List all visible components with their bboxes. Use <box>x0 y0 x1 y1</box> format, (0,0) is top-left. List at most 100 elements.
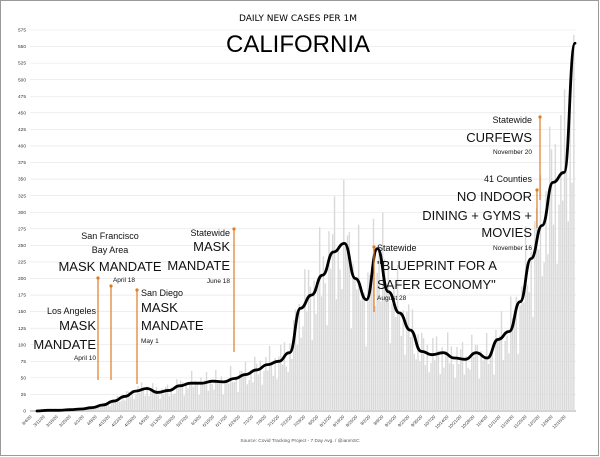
daily-bar <box>369 274 371 411</box>
daily-bar <box>524 226 527 411</box>
y-tick-label: 450 <box>18 110 26 116</box>
daily-bar <box>398 315 401 411</box>
daily-bar <box>244 361 247 411</box>
daily-bar <box>190 370 193 411</box>
daily-bar <box>530 251 532 411</box>
marker-dot-2 <box>109 284 113 288</box>
x-tick-label: 5/27/20 <box>175 414 189 428</box>
daily-bar <box>541 276 543 411</box>
daily-bar <box>313 280 315 411</box>
daily-bar <box>100 406 102 411</box>
daily-bar <box>478 378 480 411</box>
annotation-4-line-3: MANDATE <box>167 258 230 273</box>
daily-bar <box>567 221 569 411</box>
daily-bar <box>196 384 198 411</box>
daily-bar <box>103 405 106 411</box>
daily-bar <box>458 364 460 411</box>
annotation-7-line-1: Statewide <box>492 115 532 125</box>
x-tick-label: 6/10/20 <box>201 414 215 428</box>
daily-bar <box>111 400 113 411</box>
annotation-1-line-3: MANDATE <box>33 337 96 352</box>
daily-bar <box>318 227 321 411</box>
marker-dot-6 <box>535 188 539 192</box>
x-tick-label: 4/29/20 <box>123 414 137 428</box>
daily-bar <box>413 353 415 411</box>
daily-bar <box>259 360 262 411</box>
x-tick-label: 4/22/20 <box>110 414 124 428</box>
daily-bar <box>387 266 390 411</box>
daily-bar <box>563 89 566 411</box>
daily-bar <box>268 345 271 411</box>
daily-bar <box>434 360 436 411</box>
y-tick-label: 575 <box>18 28 26 34</box>
y-tick-label: 250 <box>18 243 26 249</box>
daily-bar <box>534 221 536 411</box>
annotation-markers <box>96 115 542 384</box>
daily-bar <box>452 364 454 411</box>
daily-bar <box>192 386 195 411</box>
daily-bar <box>222 394 224 411</box>
daily-bar <box>224 381 226 411</box>
daily-bar <box>463 374 466 411</box>
y-tick-label: 0 <box>23 409 26 415</box>
y-tick-label: 300 <box>18 210 26 216</box>
daily-bar <box>372 218 375 411</box>
daily-bar <box>526 285 529 411</box>
daily-bar <box>283 342 286 411</box>
daily-bar <box>446 332 449 411</box>
daily-bar <box>98 405 100 411</box>
daily-bar <box>573 34 575 412</box>
daily-bar <box>274 357 276 411</box>
daily-bar <box>215 369 217 411</box>
daily-bar <box>166 384 169 411</box>
daily-bar <box>174 393 176 411</box>
daily-bar <box>300 337 302 411</box>
daily-bar <box>344 245 347 411</box>
daily-bar <box>114 401 117 411</box>
daily-bar <box>511 317 514 411</box>
daily-bar <box>317 283 319 411</box>
y-tick-label: 425 <box>18 127 26 133</box>
daily-bar <box>441 347 443 411</box>
daily-bar <box>205 371 208 411</box>
daily-bar <box>426 344 428 411</box>
daily-bar <box>101 402 104 411</box>
daily-bar <box>565 148 568 411</box>
y-tick-label: 200 <box>18 276 26 282</box>
daily-bar <box>435 336 438 411</box>
daily-bar <box>389 343 391 411</box>
daily-bar <box>357 224 360 411</box>
daily-bar <box>293 319 295 411</box>
daily-bar <box>202 383 204 411</box>
daily-bar <box>152 383 154 411</box>
daily-bar <box>393 284 395 411</box>
annotation-7-line-2: CURFEWS <box>466 130 532 145</box>
daily-bar <box>129 396 132 411</box>
daily-bar <box>500 311 503 411</box>
annotation-6-line-3: DINING + GYMS + <box>422 208 532 223</box>
daily-bar <box>430 362 432 411</box>
daily-bar <box>489 353 492 411</box>
daily-bar <box>549 126 551 412</box>
daily-bar <box>359 300 362 411</box>
daily-bar <box>502 359 505 411</box>
series-line-california <box>35 41 577 413</box>
daily-bar <box>241 370 243 411</box>
daily-bar <box>376 272 378 411</box>
annotation-5-line-2: "BLUEPRINT FOR A <box>377 258 497 273</box>
y-tick-label: 50 <box>21 375 27 381</box>
daily-bar <box>287 372 289 411</box>
x-tick-label: 9/2/20 <box>359 414 371 426</box>
annotation-4-line-2: MASK <box>193 239 230 254</box>
daily-bar <box>185 382 187 411</box>
daily-bar <box>302 326 304 411</box>
daily-bar <box>469 369 471 411</box>
daily-bar <box>139 392 141 411</box>
x-tick-label: 12/16/20 <box>551 414 567 430</box>
daily-bar <box>497 337 499 411</box>
daily-bar <box>126 390 128 411</box>
y-tick-label: 375 <box>18 160 26 166</box>
x-tick-label: 5/13/20 <box>149 414 163 428</box>
x-tick-label: 3/18/20 <box>45 414 59 428</box>
daily-bar <box>135 394 137 411</box>
